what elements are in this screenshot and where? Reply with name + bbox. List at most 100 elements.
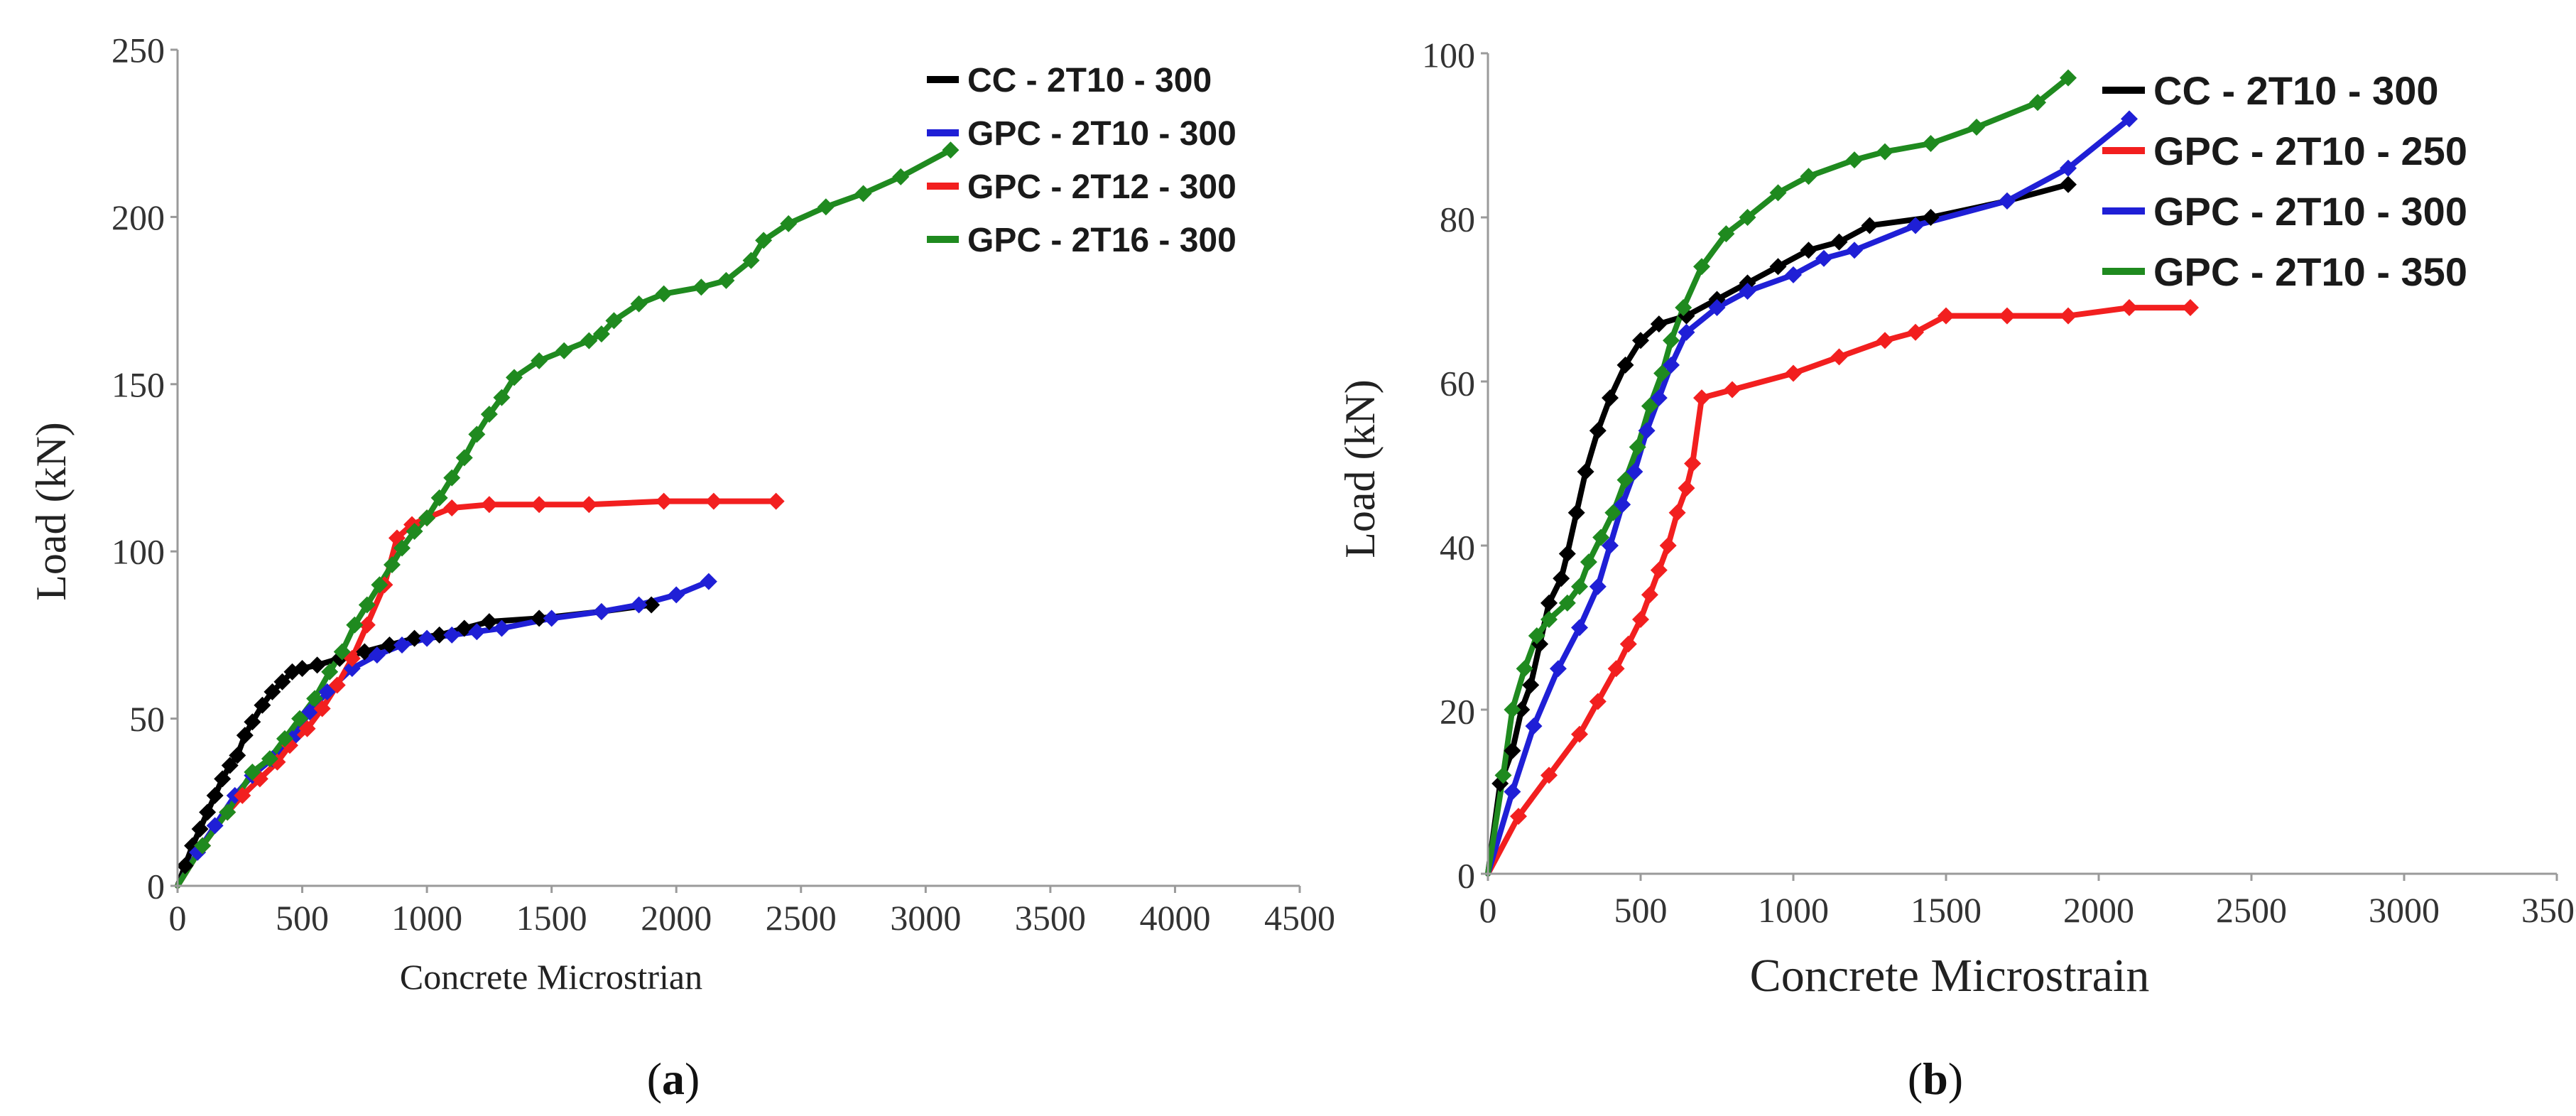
data-point-gpc-2t10-250: [1619, 635, 1637, 653]
y-axis-title: Load (kN): [28, 422, 75, 601]
x-tick-label: 2500: [2216, 890, 2287, 930]
data-point-gpc-2t16-300: [605, 312, 623, 330]
data-point-cc-2t10-300: [381, 636, 398, 654]
data-point-gpc-2t10-300: [1602, 537, 1619, 554]
data-point-gpc-2t10-250: [2182, 299, 2199, 317]
data-point-gpc-2t10-300: [443, 626, 461, 644]
data-point-cc-2t10-300: [643, 596, 661, 614]
data-point-cc-2t10-300: [406, 629, 423, 647]
data-point-gpc-2t12-300: [328, 676, 346, 694]
x-tick-label: 1500: [1911, 890, 1982, 930]
data-point-gpc-2t10-350: [1540, 610, 1558, 628]
data-point-cc-2t10-300: [1861, 217, 1879, 234]
data-point-cc-2t10-300: [1632, 332, 1649, 350]
caption-close-paren: ): [685, 1053, 700, 1104]
data-point-gpc-2t16-300: [321, 663, 339, 681]
series-lines: [1485, 75, 2193, 877]
data-point-cc-2t10-300: [293, 659, 311, 677]
data-point-gpc-2t10-300: [343, 659, 361, 677]
legend-label-gpc-2t16: GPC - 2T16 - 300: [967, 222, 1237, 259]
data-point-cc-2t10-300: [1616, 356, 1634, 374]
data-point-gpc-2t10-250: [1830, 348, 1848, 366]
data-point-gpc-2t10-300: [1614, 496, 1631, 514]
x-tick-label: 500: [1614, 890, 1668, 930]
y-tick-label: 80: [1440, 200, 1475, 239]
data-point-gpc-2t10-300: [1815, 249, 1832, 267]
data-point-gpc-2t10-300: [1785, 266, 1802, 283]
series-markers: [1491, 69, 2199, 825]
data-point-gpc-2t12-300: [298, 720, 316, 737]
data-point-gpc-2t10-300: [1650, 389, 1668, 407]
data-point-gpc-2t10-250: [1650, 561, 1668, 579]
data-point-gpc-2t10-350: [1592, 529, 1610, 546]
data-point-cc-2t10-300: [1650, 315, 1668, 333]
data-point-gpc-2t10-250: [1999, 307, 2016, 325]
legend: CC - 2T10 - 300 GPC - 2T10 - 250 GPC - 2…: [2102, 68, 2467, 294]
y-axis-title: Load (kN): [1337, 379, 1384, 558]
data-point-gpc-2t10-350: [1800, 168, 1817, 185]
data-point-gpc-2t12-300: [767, 492, 785, 510]
data-point-cc-2t10-300: [2060, 175, 2077, 193]
panel-caption-a: (a): [647, 1053, 700, 1104]
legend-label-gpc-2t10: GPC - 2T10 - 300: [967, 115, 1237, 153]
data-point-gpc-2t12-300: [580, 496, 598, 514]
data-point-cc-2t10-300: [244, 713, 261, 731]
data-point-gpc-2t12-300: [655, 492, 673, 510]
data-point-cc-2t10-300: [176, 857, 194, 874]
data-point-gpc-2t10-300: [1638, 422, 1656, 440]
legend-label-gpc-350: GPC - 2T10 - 350: [2153, 249, 2467, 294]
data-point-gpc-2t16-300: [430, 489, 448, 506]
data-point-gpc-2t10-350: [2060, 69, 2077, 87]
data-point-gpc-2t10-250: [1693, 389, 1710, 407]
data-point-gpc-2t16-300: [455, 449, 473, 467]
y-tick-label: 60: [1440, 364, 1475, 403]
data-point-gpc-2t16-300: [346, 616, 364, 634]
data-point-gpc-2t10-350: [1604, 504, 1622, 521]
data-point-gpc-2t10-300: [1663, 356, 1680, 374]
data-point-gpc-2t10-300: [1846, 242, 1863, 259]
data-point-gpc-2t16-300: [244, 763, 261, 781]
x-tick-label: 4500: [1264, 898, 1335, 938]
data-point-gpc-2t12-300: [313, 700, 331, 717]
x-tick-label: 3000: [890, 898, 961, 938]
data-point-gpc-2t10-300: [2060, 159, 2077, 177]
x-tick-label: 500: [276, 898, 329, 938]
legend-label-gpc-2t12: GPC - 2T12 - 300: [967, 168, 1237, 206]
data-point-gpc-2t16-300: [418, 509, 436, 527]
x-tick-label: 1000: [391, 898, 462, 938]
legend-label-gpc-300: GPC - 2T10 - 300: [2153, 189, 2467, 234]
data-point-cc-2t10-300: [531, 610, 548, 627]
data-point-gpc-2t10-250: [1678, 480, 1695, 497]
data-point-gpc-2t10-350: [1717, 225, 1735, 243]
x-tick-label: 3000: [2369, 890, 2440, 930]
data-point-gpc-2t10-300: [206, 817, 224, 835]
data-point-gpc-2t10-350: [1580, 553, 1597, 571]
y-tick-label: 20: [1440, 692, 1475, 732]
data-point-gpc-2t16-300: [480, 406, 498, 423]
data-point-gpc-2t16-300: [630, 295, 648, 313]
data-point-gpc-2t10-250: [1632, 610, 1649, 628]
data-point-cc-2t10-300: [1567, 504, 1585, 521]
data-point-gpc-2t10-250: [1668, 504, 1686, 521]
data-point-gpc-2t10-350: [1641, 397, 1658, 415]
y-tick-label: 0: [1457, 856, 1475, 896]
data-point-gpc-2t10-300: [1907, 217, 1924, 234]
data-point-gpc-2t10-300: [393, 636, 411, 654]
data-point-gpc-2t10-250: [1684, 455, 1702, 472]
data-point-gpc-2t10-300: [543, 610, 560, 627]
data-point-gpc-2t16-300: [755, 232, 773, 249]
x-tick-labels: 0 500 1000 1500 2000 2500 3000 3500: [1479, 890, 2576, 930]
data-point-gpc-2t10-350: [1739, 209, 1756, 226]
data-point-gpc-2t10-350: [1769, 184, 1787, 202]
data-point-gpc-2t10-350: [1629, 438, 1646, 456]
data-point-cc-2t10-300: [229, 747, 246, 764]
x-tick-labels: 0 500 1000 1500 2000 2500 3000 3500 4000 4500: [169, 898, 1336, 938]
data-point-gpc-2t10-250: [1785, 364, 1802, 382]
data-point-gpc-2t16-300: [854, 185, 872, 202]
data-point-gpc-2t10-250: [1607, 660, 1625, 678]
data-point-gpc-2t16-300: [555, 342, 573, 359]
data-point-gpc-2t10-350: [1616, 471, 1634, 489]
data-point-gpc-2t10-300: [368, 646, 386, 664]
data-point-gpc-2t10-250: [1571, 725, 1588, 743]
